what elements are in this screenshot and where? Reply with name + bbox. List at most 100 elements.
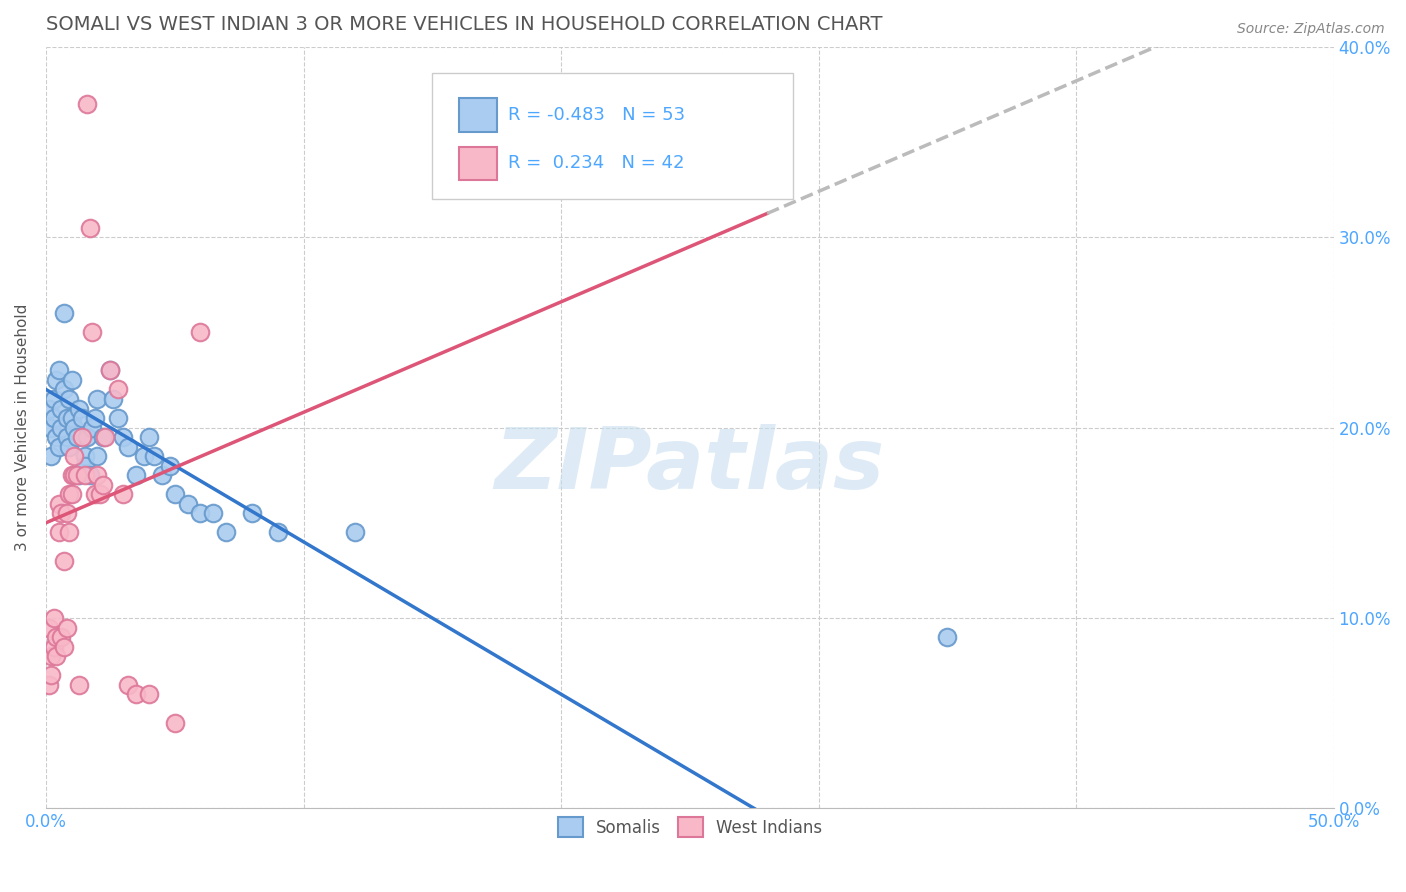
Point xyxy=(63,420,86,434)
Legend: Somalis, West Indians: Somalis, West Indians xyxy=(550,809,831,846)
Point xyxy=(73,449,96,463)
Point xyxy=(936,630,959,644)
Point xyxy=(48,497,70,511)
Point xyxy=(107,411,129,425)
Point xyxy=(176,497,198,511)
Point xyxy=(76,96,98,111)
Point xyxy=(138,430,160,444)
Point xyxy=(55,430,77,444)
Point xyxy=(86,449,108,463)
Point xyxy=(70,411,93,425)
Point xyxy=(82,420,104,434)
Point xyxy=(117,678,139,692)
Point xyxy=(39,449,62,463)
Point xyxy=(58,487,80,501)
Point xyxy=(55,620,77,634)
Text: Source: ZipAtlas.com: Source: ZipAtlas.com xyxy=(1237,22,1385,37)
Point xyxy=(267,525,290,540)
Point xyxy=(69,678,91,692)
Point xyxy=(79,468,101,483)
Point xyxy=(343,525,366,540)
Text: R =  0.234   N = 42: R = 0.234 N = 42 xyxy=(508,154,685,172)
Point xyxy=(117,440,139,454)
Y-axis label: 3 or more Vehicles in Household: 3 or more Vehicles in Household xyxy=(15,304,30,551)
Point xyxy=(51,630,73,644)
Point xyxy=(86,468,108,483)
Point xyxy=(94,430,117,444)
Point xyxy=(83,411,105,425)
Point xyxy=(82,326,104,340)
Point xyxy=(101,392,124,406)
Point xyxy=(60,487,83,501)
Point xyxy=(66,468,89,483)
Point xyxy=(202,506,225,520)
Point xyxy=(240,506,263,520)
Point xyxy=(39,668,62,682)
Point xyxy=(69,401,91,416)
Point xyxy=(51,506,73,520)
Point xyxy=(60,373,83,387)
Point xyxy=(53,383,76,397)
Point xyxy=(45,649,67,664)
Point xyxy=(51,420,73,434)
Point xyxy=(53,640,76,654)
Point xyxy=(132,449,155,463)
Point xyxy=(38,620,60,634)
Point xyxy=(42,411,65,425)
Point xyxy=(76,430,98,444)
Text: SOMALI VS WEST INDIAN 3 OR MORE VEHICLES IN HOUSEHOLD CORRELATION CHART: SOMALI VS WEST INDIAN 3 OR MORE VEHICLES… xyxy=(46,15,883,34)
Point xyxy=(42,392,65,406)
Point xyxy=(55,506,77,520)
Point xyxy=(48,440,70,454)
Point xyxy=(60,468,83,483)
Point xyxy=(38,401,60,416)
Point xyxy=(89,487,111,501)
Point xyxy=(91,477,114,491)
Point xyxy=(73,458,96,473)
Point xyxy=(69,468,91,483)
Point xyxy=(45,373,67,387)
FancyBboxPatch shape xyxy=(432,73,793,199)
Point xyxy=(98,363,121,377)
Point xyxy=(86,392,108,406)
Point xyxy=(215,525,238,540)
Point xyxy=(150,468,173,483)
Point xyxy=(63,468,86,483)
Point xyxy=(58,392,80,406)
Point xyxy=(45,630,67,644)
Point xyxy=(60,411,83,425)
Point xyxy=(138,687,160,701)
Point xyxy=(58,525,80,540)
Point xyxy=(83,487,105,501)
Point xyxy=(98,363,121,377)
Point xyxy=(55,411,77,425)
Point xyxy=(107,383,129,397)
Text: R = -0.483   N = 53: R = -0.483 N = 53 xyxy=(508,106,685,124)
Point xyxy=(143,449,166,463)
Text: ZIPatlas: ZIPatlas xyxy=(495,424,884,508)
Point xyxy=(58,440,80,454)
Point xyxy=(91,430,114,444)
Point xyxy=(163,715,186,730)
Point xyxy=(66,430,89,444)
FancyBboxPatch shape xyxy=(460,98,498,132)
Point xyxy=(53,554,76,568)
Point xyxy=(79,220,101,235)
Point xyxy=(70,430,93,444)
Point xyxy=(39,420,62,434)
Point xyxy=(125,687,148,701)
Point xyxy=(112,487,135,501)
Point xyxy=(163,487,186,501)
Point xyxy=(190,506,212,520)
Point xyxy=(125,468,148,483)
Point xyxy=(63,449,86,463)
Point xyxy=(53,306,76,320)
Point xyxy=(190,326,212,340)
Point xyxy=(112,430,135,444)
Point xyxy=(48,363,70,377)
Point xyxy=(159,458,181,473)
Point xyxy=(45,430,67,444)
Point xyxy=(42,640,65,654)
Point xyxy=(39,649,62,664)
Point xyxy=(48,525,70,540)
